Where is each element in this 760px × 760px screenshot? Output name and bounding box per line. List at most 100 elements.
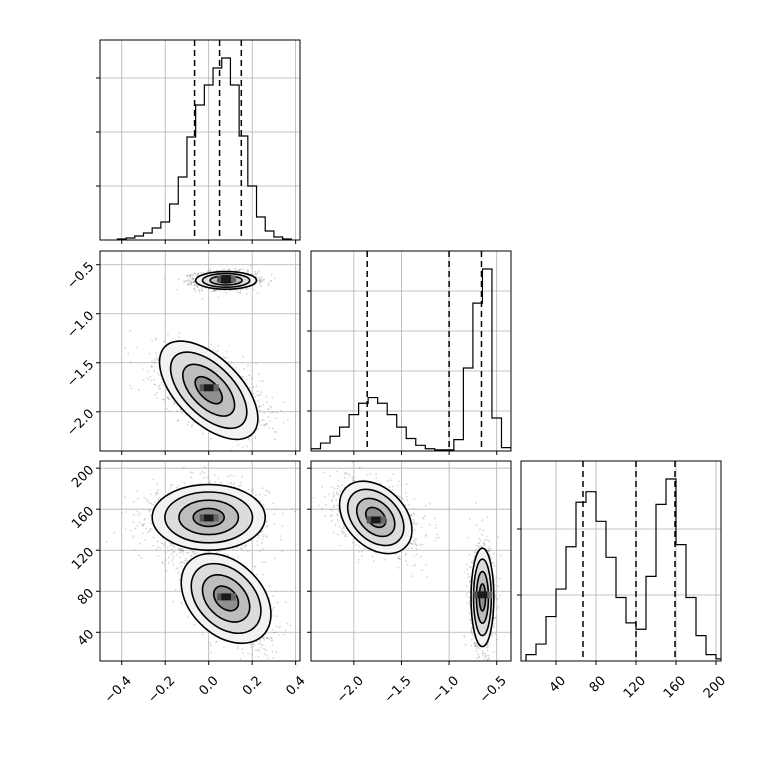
scatter-point [279, 535, 282, 537]
scatter-point [182, 549, 185, 552]
scatter-point [128, 384, 131, 387]
scatter-point [250, 264, 253, 267]
scatter-point [266, 637, 269, 639]
scatter-point [160, 381, 163, 384]
scatter-point [253, 643, 256, 646]
scatter-point [245, 545, 248, 547]
scatter-point [251, 491, 254, 494]
scatter-point [153, 383, 156, 386]
scatter-point [209, 270, 212, 273]
scatter-point [193, 281, 195, 284]
scatter-point [154, 383, 157, 386]
scatter-point [143, 522, 145, 525]
scatter-point [170, 553, 173, 555]
histogram-step [525, 478, 721, 661]
scatter-point [216, 640, 218, 643]
scatter-point [129, 329, 132, 332]
scatter-point [210, 437, 212, 440]
scatter-point [172, 600, 175, 603]
scatter-point [175, 554, 178, 556]
scatter-point [157, 489, 160, 492]
scatter-point [212, 349, 215, 351]
scatter-point [145, 527, 148, 530]
scatter-point [239, 484, 242, 487]
scatter-point [184, 559, 186, 562]
scatter-point [262, 279, 265, 281]
scatter-point [157, 498, 159, 501]
scatter-point [206, 476, 209, 479]
scatter-point [226, 356, 229, 359]
scatter-point [167, 561, 170, 564]
scatter-point [234, 269, 237, 272]
scatter-point [156, 482, 159, 485]
scatter-point [137, 514, 140, 517]
scatter-point [208, 288, 211, 290]
scatter-point [258, 534, 260, 537]
scatter-point [196, 285, 199, 287]
scatter-point [237, 555, 239, 558]
scatter-point [142, 532, 145, 535]
scatter-point [138, 554, 141, 557]
scatter-point [157, 372, 160, 375]
scatter-point [197, 286, 200, 289]
scatter-point [229, 289, 232, 292]
scatter-point [173, 402, 176, 405]
scatter-point [187, 275, 190, 277]
scatter-point [230, 361, 233, 364]
density-peak [221, 275, 232, 283]
scatter-point [265, 654, 268, 657]
scatter-point [167, 556, 170, 559]
scatter-point [257, 428, 259, 430]
scatter-point [274, 431, 276, 433]
scatter-point [244, 288, 247, 291]
scatter-point [185, 280, 188, 283]
scatter-point [281, 525, 284, 527]
scatter-point [230, 482, 233, 484]
scatter-point [262, 380, 264, 382]
scatter-point [138, 512, 141, 515]
scatter-point [201, 289, 204, 291]
scatter-point [268, 426, 271, 429]
scatter-point [213, 289, 216, 292]
scatter-point [241, 375, 244, 378]
scatter-point [217, 349, 220, 352]
scatter-point [193, 287, 196, 290]
scatter-point [256, 272, 259, 275]
scatter-point [181, 553, 184, 555]
histogram-step [311, 268, 511, 451]
scatter-point [259, 405, 262, 408]
scatter-point [181, 603, 183, 605]
scatter-point [280, 409, 282, 412]
hist-p0 [96, 39, 301, 244]
scatter-point [254, 270, 257, 273]
scatter-point [179, 549, 181, 552]
scatter-point [212, 289, 215, 292]
scatter-point [258, 421, 261, 423]
scatter-point [258, 276, 261, 279]
scatter-point [254, 565, 257, 568]
scatter-point [252, 288, 255, 291]
scatter-point [163, 277, 166, 280]
scatter-point [261, 548, 264, 551]
scatter-point [266, 536, 268, 538]
scatter-point [183, 280, 185, 283]
scatter-point [193, 272, 196, 274]
scatter-point [182, 467, 185, 470]
scatter-point [132, 513, 135, 516]
scatter-point [190, 476, 193, 479]
scatter-point [149, 375, 152, 378]
scatter-point [256, 544, 259, 546]
scatter-point [136, 497, 139, 500]
scatter-point [254, 435, 256, 438]
scatter-point [254, 437, 257, 440]
scatter-point [171, 484, 174, 487]
scatter-point [261, 644, 264, 647]
scatter-point [139, 542, 141, 545]
scatter-point [238, 269, 241, 272]
scatter-point [274, 417, 277, 419]
scatter-point [245, 378, 248, 381]
scatter-point [280, 538, 282, 541]
scatter-point [191, 472, 194, 474]
scatter-point [273, 277, 276, 280]
scatter-point [184, 280, 187, 282]
